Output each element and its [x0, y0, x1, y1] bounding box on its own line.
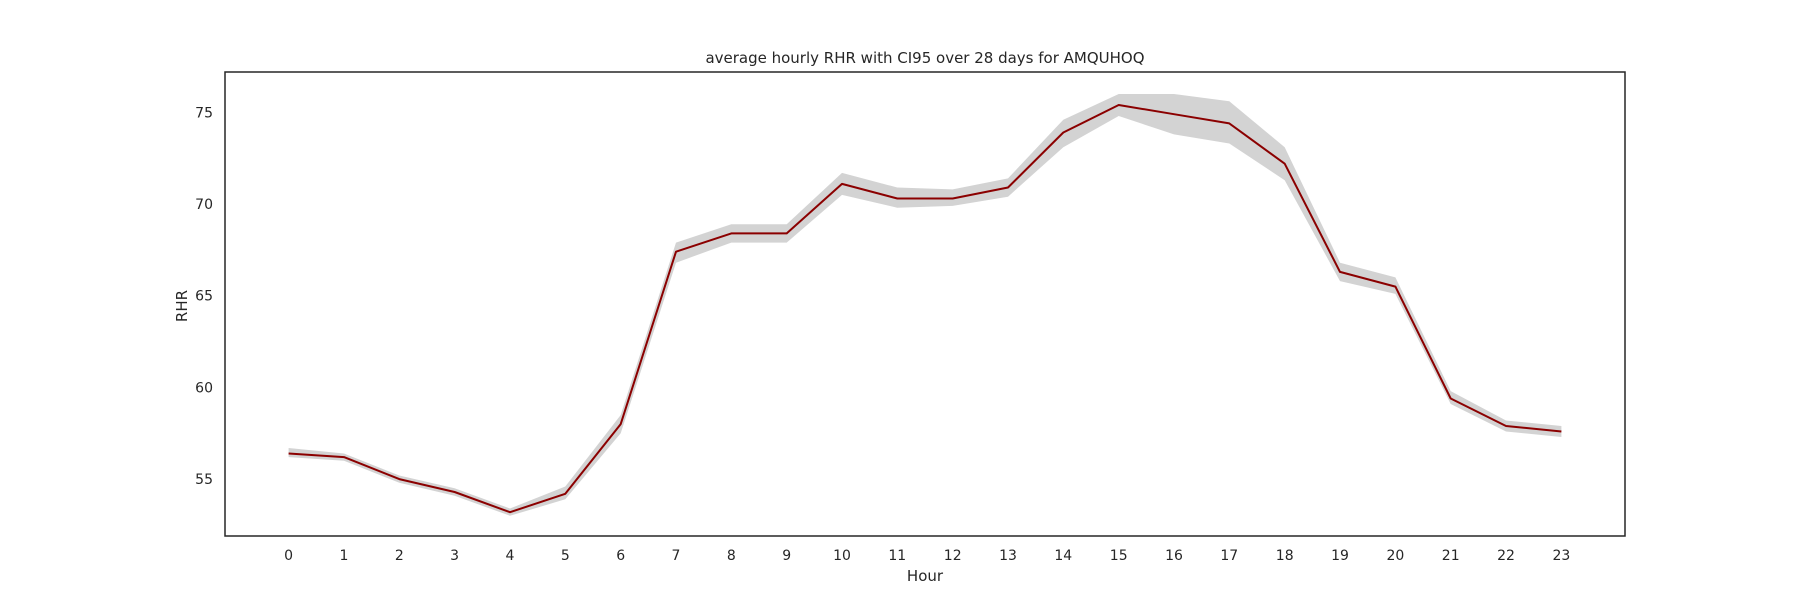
x-tick-label: 17 — [1220, 548, 1238, 564]
x-axis-label: Hour — [907, 567, 944, 585]
x-tick-label: 3 — [450, 548, 459, 564]
y-tick-label: 55 — [195, 472, 213, 488]
x-tick-label: 11 — [888, 548, 906, 564]
plot-frame — [224, 71, 1626, 537]
x-tick-label: 4 — [506, 548, 515, 564]
x-axis-ticks: 0 1 2 3 4 5 6 7 8 9 10 11 12 13 14 15 16 17 18 19 20 21 22 23 — [284, 548, 1570, 564]
y-tick-label: 70 — [195, 197, 213, 213]
x-tick-label: 21 — [1442, 548, 1460, 564]
series-line — [288, 104, 1562, 514]
x-tick-label: 10 — [833, 548, 851, 564]
y-tick-label: 65 — [195, 289, 213, 305]
y-tick-label: 75 — [195, 105, 213, 121]
x-tick-label: 2 — [395, 548, 404, 564]
x-tick-label: 22 — [1497, 548, 1515, 564]
y-tick-label: 60 — [195, 380, 213, 396]
x-tick-label: 12 — [944, 548, 962, 564]
x-tick-label: 9 — [782, 548, 791, 564]
x-tick-label: 15 — [1110, 548, 1128, 564]
x-tick-label: 0 — [284, 548, 293, 564]
ci95-band — [288, 94, 1562, 516]
x-tick-label: 8 — [727, 548, 736, 564]
x-tick-label: 18 — [1276, 548, 1294, 564]
x-tick-label: 1 — [340, 548, 349, 564]
y-axis-label: RHR — [173, 290, 191, 322]
confidence-band — [288, 94, 1562, 516]
x-tick-label: 6 — [616, 548, 625, 564]
x-tick-label: 5 — [561, 548, 570, 564]
chart-title: average hourly RHR with CI95 over 28 day… — [705, 49, 1144, 67]
x-tick-label: 20 — [1386, 548, 1404, 564]
x-tick-label: 13 — [999, 548, 1017, 564]
x-tick-label: 7 — [672, 548, 681, 564]
rhr-mean-line — [288, 104, 1562, 514]
y-axis-ticks: 55 60 65 70 75 — [195, 105, 213, 488]
x-tick-label: 23 — [1552, 548, 1570, 564]
x-tick-label: 16 — [1165, 548, 1183, 564]
x-tick-label: 19 — [1331, 548, 1349, 564]
x-tick-label: 14 — [1054, 548, 1072, 564]
